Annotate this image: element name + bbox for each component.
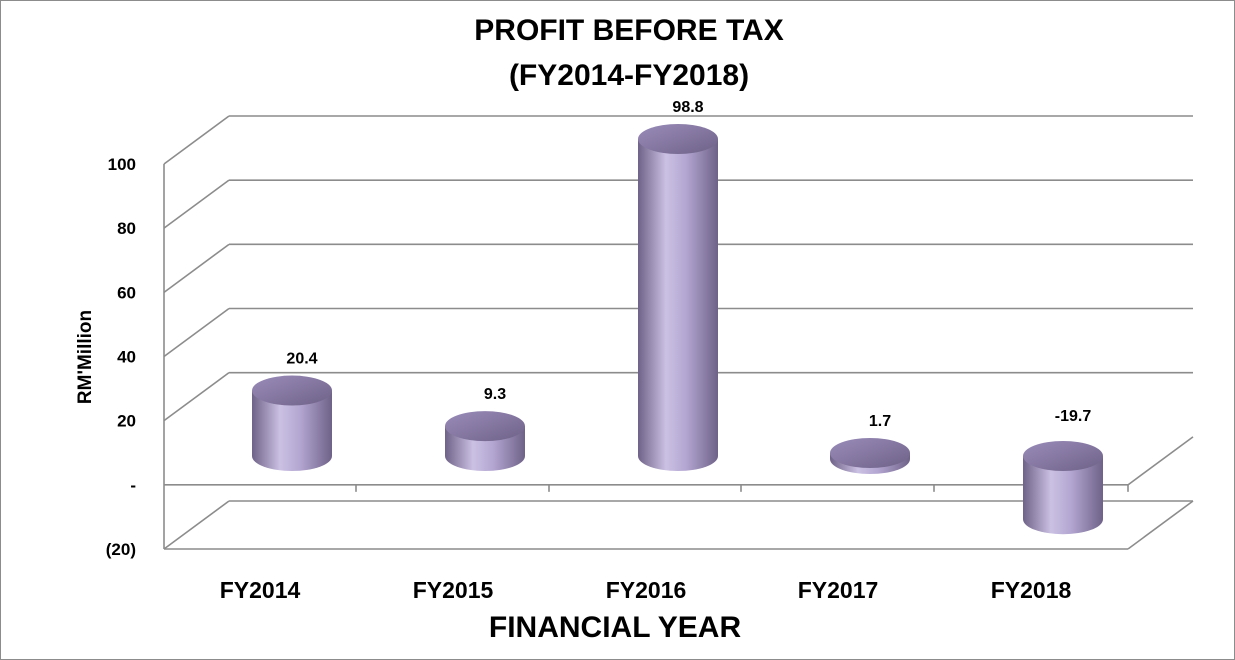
bar-top — [638, 124, 718, 155]
gridline-side — [163, 243, 230, 293]
x-category-label: FY2014 — [220, 577, 301, 603]
y-axis-title: RM'Million — [75, 310, 96, 404]
x-axis-categories: FY2014 FY2015 FY2016 FY2017 FY2018 — [220, 577, 1072, 603]
data-labels: 20.4 9.3 98.8 1.7 -19.7 — [286, 99, 1091, 430]
y-tick-label: (20) — [106, 540, 136, 559]
y-tick-label: 80 — [117, 219, 136, 238]
y-tick-label: 20 — [117, 412, 136, 431]
bar-top — [252, 375, 332, 406]
zero-axis-side — [1127, 436, 1194, 486]
gridline-side — [163, 500, 230, 550]
y-tick-label: 60 — [117, 283, 136, 302]
y-tick-label: 40 — [117, 348, 136, 367]
x-category-label: FY2015 — [413, 577, 494, 603]
bar-top — [830, 438, 910, 468]
data-label: 98.8 — [672, 99, 703, 116]
gridline-side — [163, 179, 230, 229]
x-category-label: FY2016 — [606, 577, 687, 603]
bars — [252, 124, 1103, 535]
x-category-label: FY2018 — [991, 577, 1072, 603]
y-axis-ticks: (20) - 20 40 60 80 100 — [106, 155, 136, 559]
gridline-side — [163, 307, 230, 358]
bar-body — [638, 139, 718, 471]
bar-top — [445, 411, 525, 442]
chart-title: PROFIT BEFORE TAX — [474, 14, 783, 47]
bar-top — [1023, 441, 1103, 471]
x-axis-title: FINANCIAL YEAR — [489, 611, 742, 644]
y-tick-label: 100 — [108, 155, 136, 174]
data-label: 20.4 — [286, 351, 317, 368]
data-label: 1.7 — [869, 413, 891, 430]
x-category-label: FY2017 — [798, 577, 879, 603]
gridline-side — [163, 115, 230, 165]
y-tick-label: - — [130, 476, 136, 495]
bar-body — [1023, 456, 1103, 535]
chart-subtitle: (FY2014-FY2018) — [509, 59, 749, 92]
bottom-edge-side — [1127, 500, 1194, 550]
gridline-side — [163, 372, 230, 422]
data-label: -19.7 — [1055, 408, 1092, 425]
data-label: 9.3 — [484, 386, 506, 403]
bar-body — [252, 390, 332, 471]
